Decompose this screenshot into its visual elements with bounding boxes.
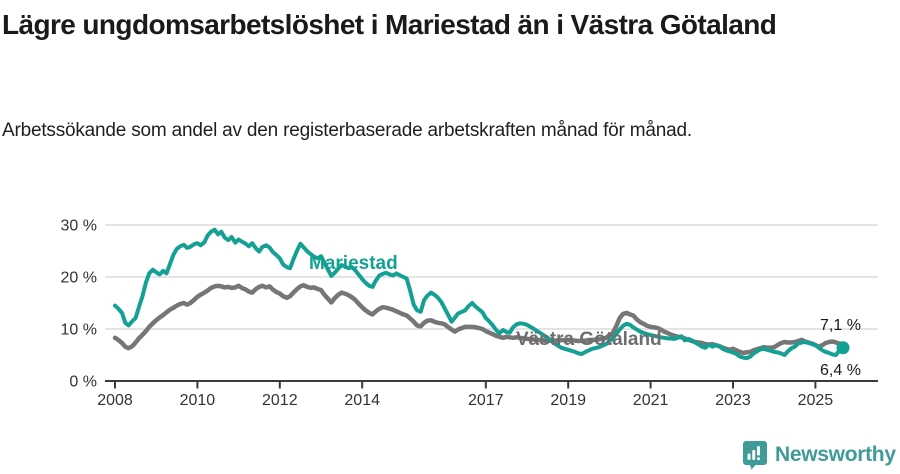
x-axis-tick-label-2023: 2023 <box>715 392 751 409</box>
series-end-dot <box>836 341 850 355</box>
newsworthy-logo-icon <box>743 441 767 470</box>
end-value-label-mariestad: 6,4 % <box>820 362 861 379</box>
x-axis-tick-label-2014: 2014 <box>344 392 380 409</box>
y-axis-tick-label-30: 30 % <box>61 218 97 235</box>
series-line-v-stra-g-taland <box>112 283 846 356</box>
end-value-label-v-stra-g-taland: 7,1 % <box>820 317 861 334</box>
series-label-v-stra-g-taland: Västra Götaland <box>516 329 662 350</box>
series-line-mariestad <box>113 227 845 361</box>
x-axis-tick-label-2021: 2021 <box>633 392 669 409</box>
x-axis-tick-label-2025: 2025 <box>798 392 834 409</box>
newsworthy-logo: Newsworthy <box>742 440 896 470</box>
x-axis-tick-label-2012: 2012 <box>262 392 298 409</box>
y-axis-tick-label-20: 20 % <box>61 270 97 287</box>
x-axis-tick-label-2019: 2019 <box>550 392 586 409</box>
y-axis-tick-label-10: 10 % <box>61 322 97 339</box>
page-subtitle: Arbetssökande som andel av den registerb… <box>2 120 692 141</box>
newsworthy-logo-text: Newsworthy <box>775 443 896 466</box>
x-axis-tick-label-2017: 2017 <box>468 392 504 409</box>
x-axis-tick-label-2008: 2008 <box>97 392 133 409</box>
x-axis-tick-label-2010: 2010 <box>180 392 216 409</box>
series-label-mariestad: Mariestad <box>309 253 398 274</box>
page-title: Lägre ungdomsarbetslöshet i Mariestad än… <box>2 9 777 40</box>
y-axis-tick-label-0: 0 % <box>69 374 97 391</box>
